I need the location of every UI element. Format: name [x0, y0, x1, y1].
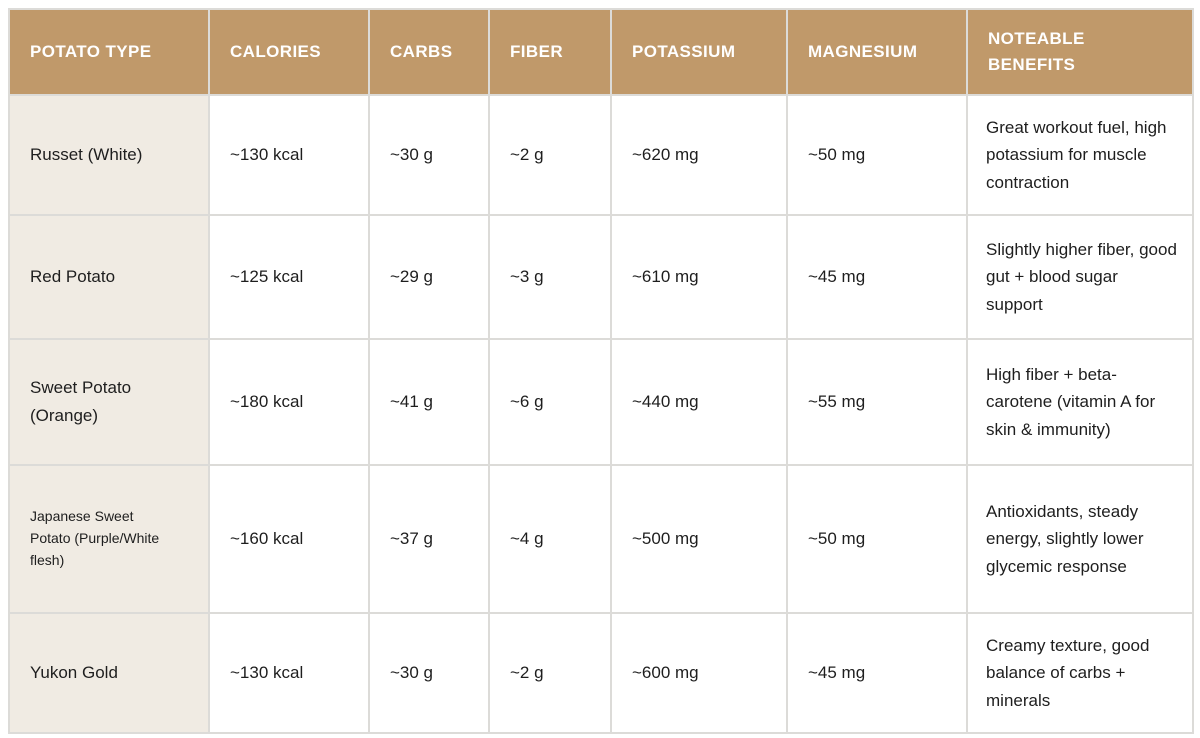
cell-potassium: ~440 mg — [610, 338, 788, 466]
table-row-red-potato: Red Potato ~125 kcal ~29 g ~3 g ~610 mg … — [8, 214, 1194, 340]
cell-benefits: Creamy texture, good balance of carbs + … — [966, 612, 1194, 734]
header-row: POTATO TYPE CALORIES CARBS FIBER POTASSI… — [8, 8, 1194, 96]
cell-fiber: ~3 g — [488, 214, 612, 340]
cell-benefits: Great workout fuel, high potassium for m… — [966, 94, 1194, 216]
cell-fiber: ~2 g — [488, 94, 612, 216]
cell-carbs: ~37 g — [368, 464, 490, 614]
cell-potassium: ~600 mg — [610, 612, 788, 734]
cell-calories: ~130 kcal — [208, 94, 370, 216]
column-header-noteable-benefits: NOTEABLE BENEFITS — [966, 8, 1194, 96]
cell-benefits: Antioxidants, steady energy, slightly lo… — [966, 464, 1194, 614]
column-header-calories: CALORIES — [208, 8, 370, 96]
cell-benefits: High fiber + beta-carotene (vitamin A fo… — [966, 338, 1194, 466]
column-header-fiber: FIBER — [488, 8, 612, 96]
cell-potato-type: Red Potato — [8, 214, 210, 340]
cell-fiber: ~2 g — [488, 612, 612, 734]
cell-calories: ~125 kcal — [208, 214, 370, 340]
potato-nutrition-table: POTATO TYPE CALORIES CARBS FIBER POTASSI… — [8, 8, 1194, 734]
cell-benefits: Slightly higher fiber, good gut + blood … — [966, 214, 1194, 340]
cell-calories: ~130 kcal — [208, 612, 370, 734]
cell-carbs: ~41 g — [368, 338, 490, 466]
cell-magnesium: ~50 mg — [786, 464, 968, 614]
cell-magnesium: ~45 mg — [786, 214, 968, 340]
table-row-yukon-gold: Yukon Gold ~130 kcal ~30 g ~2 g ~600 mg … — [8, 612, 1194, 734]
cell-carbs: ~29 g — [368, 214, 490, 340]
cell-potato-type: Sweet Potato (Orange) — [8, 338, 210, 466]
column-header-potassium: POTASSIUM — [610, 8, 788, 96]
cell-potassium: ~620 mg — [610, 94, 788, 216]
column-header-potato-type: POTATO TYPE — [8, 8, 210, 96]
cell-potato-type: Russet (White) — [8, 94, 210, 216]
cell-calories: ~180 kcal — [208, 338, 370, 466]
cell-fiber: ~4 g — [488, 464, 612, 614]
cell-carbs: ~30 g — [368, 94, 490, 216]
table-row-russet: Russet (White) ~130 kcal ~30 g ~2 g ~620… — [8, 94, 1194, 216]
cell-magnesium: ~50 mg — [786, 94, 968, 216]
table-row-sweet-potato: Sweet Potato (Orange) ~180 kcal ~41 g ~6… — [8, 338, 1194, 466]
cell-calories: ~160 kcal — [208, 464, 370, 614]
cell-potassium: ~500 mg — [610, 464, 788, 614]
cell-potato-type: Yukon Gold — [8, 612, 210, 734]
cell-potassium: ~610 mg — [610, 214, 788, 340]
cell-magnesium: ~55 mg — [786, 338, 968, 466]
cell-fiber: ~6 g — [488, 338, 612, 466]
column-header-carbs: CARBS — [368, 8, 490, 96]
table-row-japanese-sweet-potato: Japanese Sweet Potato (Purple/White fles… — [8, 464, 1194, 614]
cell-carbs: ~30 g — [368, 612, 490, 734]
cell-potato-type: Japanese Sweet Potato (Purple/White fles… — [8, 464, 210, 614]
column-header-magnesium: MAGNESIUM — [786, 8, 968, 96]
cell-magnesium: ~45 mg — [786, 612, 968, 734]
